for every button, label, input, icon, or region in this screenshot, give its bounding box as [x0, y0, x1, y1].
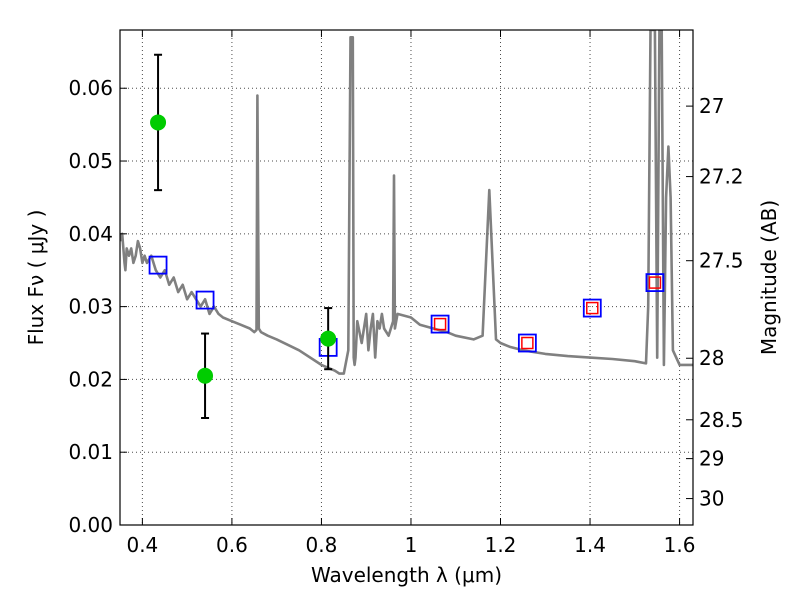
mag-tick-label: 29 [699, 447, 724, 471]
x-tick-label: 1 [405, 533, 418, 557]
y-tick-label: 0.01 [68, 440, 113, 464]
plot-frame [119, 29, 694, 526]
model-band-flux-inner-marker [433, 317, 447, 331]
y-tick-label: 0.03 [68, 295, 113, 319]
model-band-flux-marker [645, 273, 665, 292]
observed-flux-point [150, 114, 167, 131]
x-tick-label: 1.6 [664, 533, 696, 557]
model-band-flux-marker [517, 333, 537, 353]
model-band-flux-marker [582, 298, 602, 318]
tick-layer: 0.4 0.6 0.8 1 1.2 1.4 1.6 0.00 0.01 0.02 0.03 0.04 0… [68, 30, 744, 557]
x-tick-label: 1.4 [574, 533, 606, 557]
series-layer [120, 30, 693, 419]
model-band-flux-marker [148, 255, 168, 275]
y-tick-label: 0.06 [68, 76, 113, 100]
model-band-flux-marker [430, 314, 450, 334]
y-tick-label: 0.04 [68, 222, 113, 246]
observed-flux-point [197, 367, 214, 384]
x-tick-label: 0.8 [306, 533, 338, 557]
observed-flux-point [320, 330, 337, 347]
x-axis-label: Wavelength λ (μm) [311, 563, 502, 587]
x-tick-label: 0.6 [216, 533, 248, 557]
y2-axis-label: Magnitude (AB) [757, 200, 781, 355]
y-axis-label: Flux Fν ( μJy ) [24, 210, 48, 346]
model-band-flux-inner-marker [586, 301, 599, 315]
mag-tick-label: 27.5 [699, 249, 744, 273]
y-tick-label: 0.00 [68, 513, 113, 537]
mag-tick-label: 28 [699, 346, 724, 370]
mag-tick-label: 27 [699, 94, 724, 118]
mag-tick-label: 27.2 [699, 165, 744, 189]
mag-tick-label: 30 [699, 487, 724, 511]
grid-layer [120, 30, 693, 525]
model-band-flux-marker [195, 290, 215, 310]
x-tick-label: 1.2 [485, 533, 517, 557]
y-tick-label: 0.02 [68, 367, 113, 391]
model-band-flux-inner-marker [648, 276, 662, 289]
x-tick-label: 0.4 [126, 533, 158, 557]
y-tick-label: 0.05 [68, 149, 113, 173]
sed-model-line [120, 30, 693, 375]
model-band-flux-inner-marker [521, 336, 534, 350]
mag-tick-label: 28.5 [699, 408, 744, 432]
